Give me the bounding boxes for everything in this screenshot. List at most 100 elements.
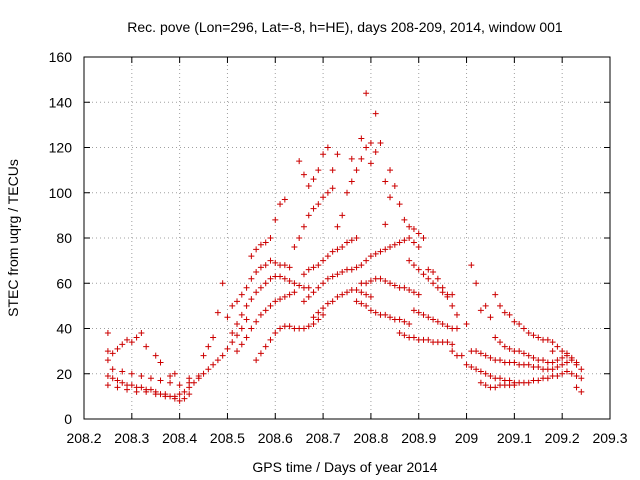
data-point bbox=[324, 189, 331, 196]
data-point bbox=[286, 291, 293, 298]
data-point bbox=[315, 262, 322, 269]
data-point bbox=[157, 359, 164, 366]
x-axis-label: GPS time / Days of year 2014 bbox=[252, 459, 437, 475]
data-point bbox=[310, 176, 317, 183]
data-point bbox=[286, 323, 293, 330]
data-point bbox=[530, 354, 537, 361]
data-point bbox=[525, 352, 532, 359]
data-point bbox=[372, 149, 379, 156]
data-point bbox=[124, 386, 131, 393]
data-point bbox=[358, 155, 365, 162]
data-point bbox=[406, 235, 413, 241]
data-point bbox=[578, 366, 585, 373]
data-point bbox=[549, 339, 556, 346]
data-point bbox=[277, 273, 284, 280]
data-point bbox=[410, 289, 417, 296]
data-point bbox=[367, 277, 374, 284]
data-point bbox=[248, 253, 255, 260]
data-point bbox=[334, 151, 341, 158]
data-point bbox=[516, 320, 523, 327]
data-point bbox=[291, 244, 298, 251]
data-point bbox=[415, 266, 422, 273]
data-point bbox=[348, 266, 355, 273]
data-point bbox=[387, 314, 394, 321]
data-point bbox=[324, 253, 331, 260]
data-point bbox=[114, 377, 121, 384]
data-point bbox=[300, 171, 307, 178]
data-point bbox=[444, 323, 451, 330]
data-point bbox=[234, 320, 241, 327]
data-point bbox=[176, 391, 183, 398]
data-point bbox=[267, 257, 274, 264]
data-point bbox=[305, 266, 312, 273]
data-point bbox=[324, 300, 331, 307]
data-point bbox=[477, 307, 484, 314]
x-tick-label: 208.3 bbox=[114, 430, 149, 446]
data-point bbox=[205, 366, 212, 373]
data-point bbox=[387, 167, 394, 174]
data-point bbox=[363, 90, 370, 97]
data-point bbox=[497, 302, 504, 309]
data-point bbox=[506, 345, 513, 352]
y-tick-label: 40 bbox=[56, 321, 72, 337]
data-point bbox=[329, 248, 336, 255]
data-point bbox=[482, 382, 489, 389]
x-tick-label: 209.2 bbox=[545, 430, 580, 446]
data-point bbox=[563, 359, 570, 366]
data-point bbox=[497, 339, 504, 346]
data-point bbox=[501, 309, 508, 316]
data-point bbox=[410, 262, 417, 269]
data-point bbox=[291, 289, 298, 296]
data-point bbox=[353, 235, 360, 241]
data-point bbox=[511, 359, 518, 366]
data-point bbox=[372, 309, 379, 316]
data-point bbox=[444, 293, 451, 300]
data-point bbox=[377, 139, 384, 146]
data-point bbox=[128, 339, 135, 346]
data-point bbox=[329, 167, 336, 174]
data-point bbox=[267, 275, 274, 282]
data-point bbox=[477, 350, 484, 357]
data-point bbox=[410, 334, 417, 341]
data-point bbox=[487, 354, 494, 361]
data-point bbox=[348, 155, 355, 162]
data-point bbox=[353, 167, 360, 174]
grid-lines bbox=[84, 57, 610, 419]
data-point bbox=[114, 345, 121, 352]
data-point bbox=[363, 144, 370, 151]
data-point bbox=[315, 316, 322, 323]
data-point bbox=[358, 300, 365, 307]
data-point bbox=[430, 280, 437, 287]
data-point bbox=[186, 375, 193, 382]
data-point bbox=[114, 384, 121, 391]
data-point bbox=[353, 287, 360, 294]
data-point bbox=[382, 178, 389, 185]
data-point bbox=[568, 354, 575, 361]
data-point bbox=[473, 366, 480, 373]
data-point bbox=[353, 264, 360, 271]
data-point bbox=[344, 289, 350, 296]
data-point bbox=[253, 246, 260, 253]
data-point bbox=[214, 309, 221, 316]
data-point bbox=[300, 298, 307, 305]
data-point bbox=[453, 325, 460, 332]
data-point bbox=[200, 370, 207, 377]
data-point bbox=[162, 393, 169, 400]
data-point bbox=[339, 291, 346, 298]
data-point bbox=[473, 280, 480, 287]
data-point bbox=[234, 332, 241, 339]
data-point bbox=[119, 379, 126, 386]
data-point bbox=[353, 298, 360, 305]
data-point bbox=[181, 395, 188, 402]
data-point bbox=[229, 330, 236, 337]
data-point bbox=[520, 325, 527, 332]
data-point bbox=[525, 330, 532, 337]
data-point bbox=[482, 352, 489, 359]
data-point bbox=[530, 332, 537, 339]
data-point bbox=[516, 348, 523, 355]
x-axis-ticks: 208.2 208.3 208.4 208.5 208.6 208.7 208.8 208.9… bbox=[66, 57, 628, 446]
data-point bbox=[449, 341, 456, 348]
data-point bbox=[401, 237, 408, 244]
data-point bbox=[219, 352, 226, 359]
